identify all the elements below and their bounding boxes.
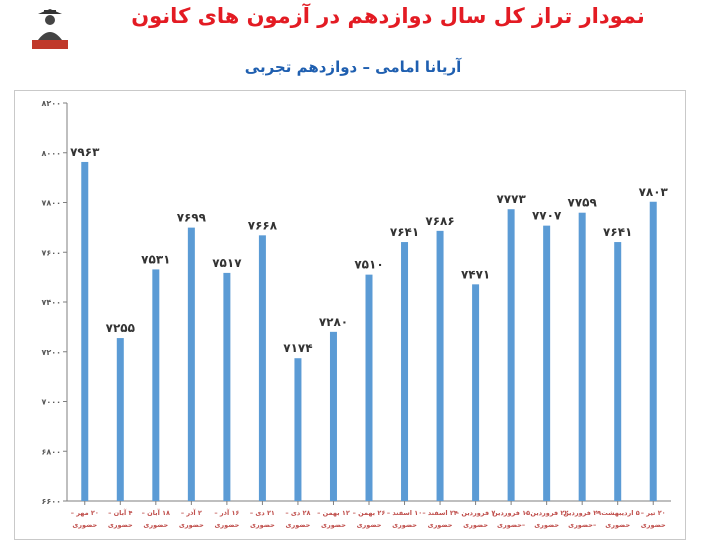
x-tick-label: ۷ فروردین –: [456, 509, 495, 517]
x-tick-label-line2: –حضوری: [497, 521, 525, 529]
bar: [472, 284, 480, 501]
x-tick-label: ۱۸ آبان –: [142, 508, 170, 517]
x-tick-label: ۲۰ مهر –: [71, 509, 99, 517]
bar: [294, 358, 302, 501]
x-tick-label-line2: حضوری: [108, 521, 133, 529]
data-label: ۷۷۷۳: [496, 192, 526, 206]
x-tick-label-line2: حضوری: [286, 521, 311, 529]
x-tick-label-line2: حضوری: [428, 521, 453, 529]
x-tick-label-line2: حضوری: [72, 521, 97, 529]
x-tick-label-line2: حضوری: [179, 521, 204, 529]
x-tick-label-line2: حضوری: [143, 521, 168, 529]
data-label: ۷۵۱۰: [354, 258, 383, 272]
data-label: ۷۶۴۱: [603, 225, 632, 239]
x-tick-label: ۱۲ بهمن –: [317, 509, 350, 517]
graduate-logo-icon: [30, 6, 70, 50]
x-tick-label-line2: –حضوری: [568, 521, 596, 529]
bar: [401, 242, 409, 501]
x-tick-label-line2: حضوری: [605, 521, 630, 529]
data-label: ۷۲۸۰: [319, 315, 348, 329]
x-tick-label-line2: حضوری: [250, 521, 275, 529]
y-tick-label: ۸۰۰۰: [41, 149, 61, 158]
y-tick-label: ۶۶۰۰: [41, 497, 61, 506]
bar: [152, 269, 160, 501]
x-tick-label-line2: حضوری: [463, 521, 488, 529]
bar: [258, 235, 266, 501]
page-title: نمودار تراز کل سال دوازدهم در آزمون های …: [131, 4, 645, 28]
x-tick-label: ۲۶ بهمن –: [353, 509, 386, 517]
data-label: ۷۱۷۴: [283, 341, 312, 355]
bar: [649, 201, 657, 501]
y-tick-label: ۷۸۰۰: [41, 199, 61, 208]
bar: [223, 272, 231, 501]
y-tick-label: ۶۸۰۰: [41, 447, 61, 456]
y-tick-label: ۷۶۰۰: [41, 248, 61, 257]
x-tick-label: ۲ آذر –: [181, 508, 202, 517]
bar-chart: ۶۶۰۰ ۶۸۰۰ ۷۰۰۰ ۷۲۰۰ ۷۴۰۰ ۷۶۰۰ ۷۸۰۰ ۸۰۰۰ ۸۲۰۰ ۷۹۶۳…: [41, 99, 671, 529]
data-label: ۷۶۶۸: [248, 218, 278, 232]
data-label: ۷۹۶۳: [70, 145, 100, 159]
bar: [578, 212, 586, 501]
x-tick-label: ۲۱ دی –: [250, 509, 275, 517]
x-tick-label: ۲۲ فروردین –: [525, 509, 568, 517]
bar: [543, 225, 551, 502]
data-label: ۷۷۰۷: [532, 209, 562, 223]
bar: [614, 242, 622, 501]
bar: [329, 331, 337, 501]
x-tick-label: ۵ اردیبهشت –: [596, 509, 640, 517]
x-tick-label: ۱۵ فروردین: [492, 509, 530, 517]
x-tick-label: ۲۰ تیر –: [641, 509, 666, 517]
bar: [187, 227, 195, 501]
data-label: ۷۷۵۹: [568, 196, 598, 210]
x-tick-label: ۴ آبان –: [108, 508, 132, 517]
data-label: ۷۴۷۱: [461, 267, 490, 281]
x-tick-label: ۲۸ دی –: [285, 509, 310, 517]
x-tick-label-line2: حضوری: [357, 521, 382, 529]
x-tick-label: ۲۴ اسفند –: [422, 509, 457, 517]
data-label: ۷۶۸۶: [425, 214, 454, 228]
y-tick-label: ۸۲۰۰: [41, 99, 61, 108]
data-label: ۷۵۱۷: [212, 256, 242, 270]
x-tick-label-line2: حضوری: [214, 521, 239, 529]
bar: [116, 338, 124, 501]
data-label: ۷۶۹۹: [177, 211, 207, 225]
data-label: ۷۵۳۱: [141, 252, 170, 266]
x-tick-label: ۲۹ فروردین: [563, 509, 601, 517]
x-tick-label: ۱۰ اسفند –: [387, 509, 422, 517]
data-label: ۷۶۴۱: [390, 225, 419, 239]
bar: [507, 209, 515, 501]
bar: [436, 230, 444, 502]
chart-frame: ۶۶۰۰ ۶۸۰۰ ۷۰۰۰ ۷۲۰۰ ۷۴۰۰ ۷۶۰۰ ۷۸۰۰ ۸۰۰۰ ۸۲۰۰ ۷۹۶۳…: [14, 90, 686, 540]
y-tick-label: ۷۰۰۰: [41, 398, 61, 407]
x-tick-label-line2: حضوری: [392, 521, 417, 529]
x-tick-label-line2: حضوری: [534, 521, 559, 529]
page-subtitle: آریانا امامی – دوازدهم تجربی: [244, 58, 462, 76]
bar: [81, 161, 89, 502]
x-tick-label: ۱۶ آذر –: [214, 508, 239, 517]
data-label: ۷۲۵۵: [106, 321, 135, 335]
bar: [365, 274, 373, 501]
data-label: ۷۸۰۳: [639, 185, 669, 199]
y-tick-label: ۷۴۰۰: [41, 298, 61, 307]
x-tick-label-line2: حضوری: [641, 521, 666, 529]
x-tick-label-line2: حضوری: [321, 521, 346, 529]
y-tick-label: ۷۲۰۰: [41, 348, 61, 357]
